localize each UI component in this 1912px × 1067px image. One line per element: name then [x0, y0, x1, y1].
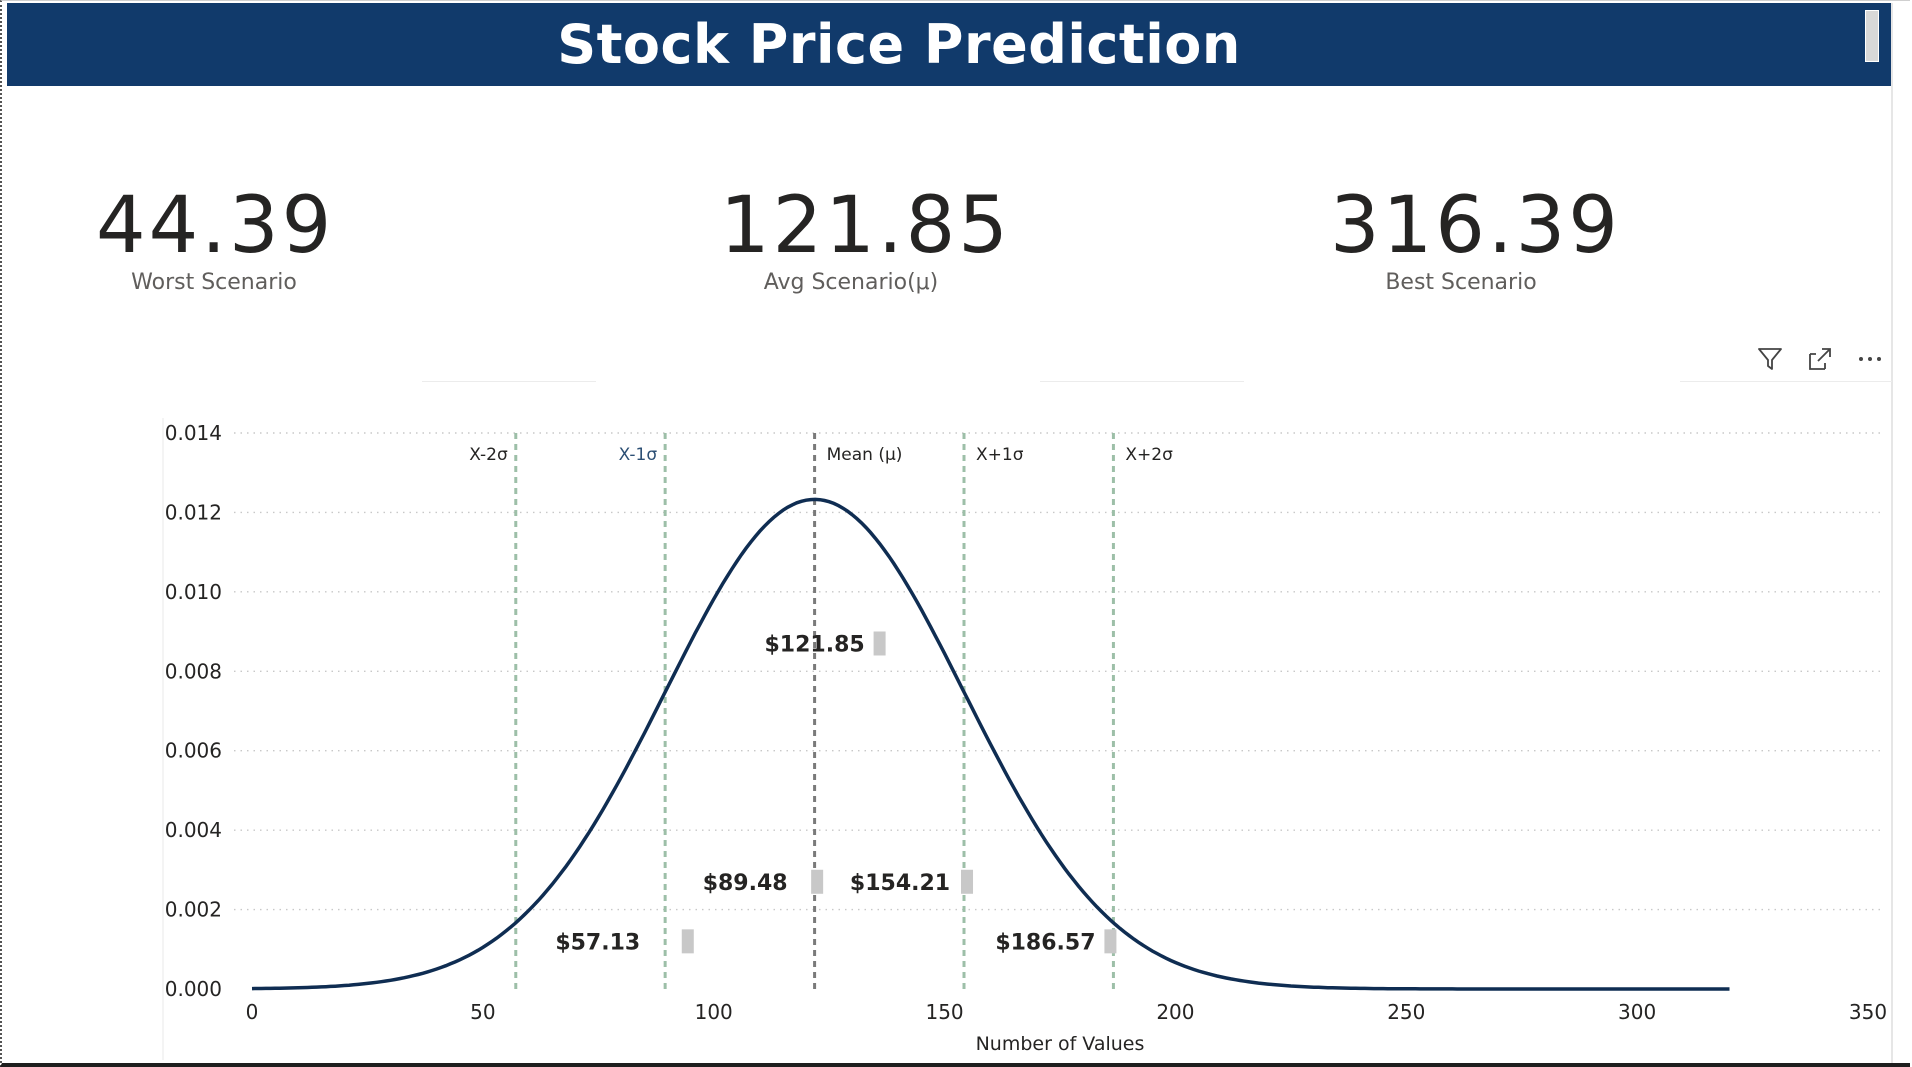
- more-options-icon[interactable]: [1856, 345, 1884, 373]
- value-label: $154.21: [850, 871, 950, 896]
- x-tick-label: 50: [470, 1000, 495, 1024]
- divider: [422, 381, 596, 382]
- kpi-card-worst[interactable]: 44.39 Worst Scenario: [96, 180, 332, 295]
- value-marker: [873, 631, 886, 656]
- page-title: Stock Price Prediction: [557, 13, 1241, 76]
- y-tick-label: 0.000: [165, 977, 222, 1001]
- filter-icon[interactable]: [1756, 345, 1784, 373]
- ref-line-minus-1sigma-label: X-1σ: [619, 445, 658, 465]
- value-label: $121.85: [764, 632, 864, 657]
- ref-line-minus-2sigma-label: X-2σ: [469, 445, 508, 465]
- kpi-card-average[interactable]: 121.85 Avg Scenario(μ): [720, 180, 1011, 295]
- divider: [1680, 381, 1892, 382]
- value-marker: [681, 929, 694, 954]
- visual-header-toolbar: [1756, 345, 1884, 373]
- kpi-worst-value: 44.39: [96, 181, 335, 271]
- value-marker: [811, 869, 824, 894]
- kpi-best-value: 316.39: [1330, 181, 1621, 271]
- y-tick-label: 0.008: [165, 659, 222, 683]
- y-tick-label: 0.002: [165, 898, 222, 922]
- y-tick-label: 0.014: [165, 421, 222, 445]
- canvas-edge: [1891, 3, 1893, 1063]
- x-tick-label: 0: [246, 1000, 259, 1024]
- title-banner: Stock Price Prediction: [7, 3, 1891, 86]
- divider: [1040, 381, 1244, 382]
- scrollbar-thumb[interactable]: [1865, 10, 1879, 62]
- x-tick-label: 300: [1618, 1000, 1656, 1024]
- ref-line-plus-2sigma-label: X+2σ: [1125, 445, 1173, 465]
- value-label: $186.57: [995, 930, 1095, 955]
- value-label: $57.13: [555, 930, 640, 955]
- x-tick-label: 100: [695, 1000, 733, 1024]
- value-label: $89.48: [703, 871, 788, 896]
- distribution-chart[interactable]: 0.000 0.002 0.004 0.006 0.008 0.010 0.012 0.014…: [0, 400, 1912, 1060]
- y-tick-label: 0.010: [165, 580, 222, 604]
- y-tick-label: 0.012: [165, 500, 222, 524]
- kpi-worst-label: Worst Scenario: [131, 270, 297, 295]
- ref-line-plus-1sigma-label: X+1σ: [976, 445, 1024, 465]
- kpi-average-label: Avg Scenario(μ): [763, 270, 939, 295]
- value-marker: [1104, 929, 1117, 954]
- value-marker: [961, 869, 974, 894]
- kpi-average-value: 121.85: [720, 181, 1011, 271]
- distribution-curve: [251, 497, 1730, 991]
- y-tick-label: 0.004: [165, 818, 222, 842]
- y-tick-label: 0.006: [165, 739, 222, 763]
- ref-line-mean-label: Mean (μ): [827, 445, 903, 465]
- x-axis-title: Number of Values: [976, 1033, 1145, 1055]
- focus-mode-icon[interactable]: [1806, 345, 1834, 373]
- x-tick-label: 250: [1387, 1000, 1425, 1024]
- x-tick-label: 150: [925, 1000, 963, 1024]
- x-tick-label: 350: [1849, 1000, 1887, 1024]
- kpi-best-label: Best Scenario: [1385, 270, 1537, 295]
- kpi-card-best[interactable]: 316.39 Best Scenario: [1330, 180, 1621, 295]
- x-tick-label: 200: [1156, 1000, 1194, 1024]
